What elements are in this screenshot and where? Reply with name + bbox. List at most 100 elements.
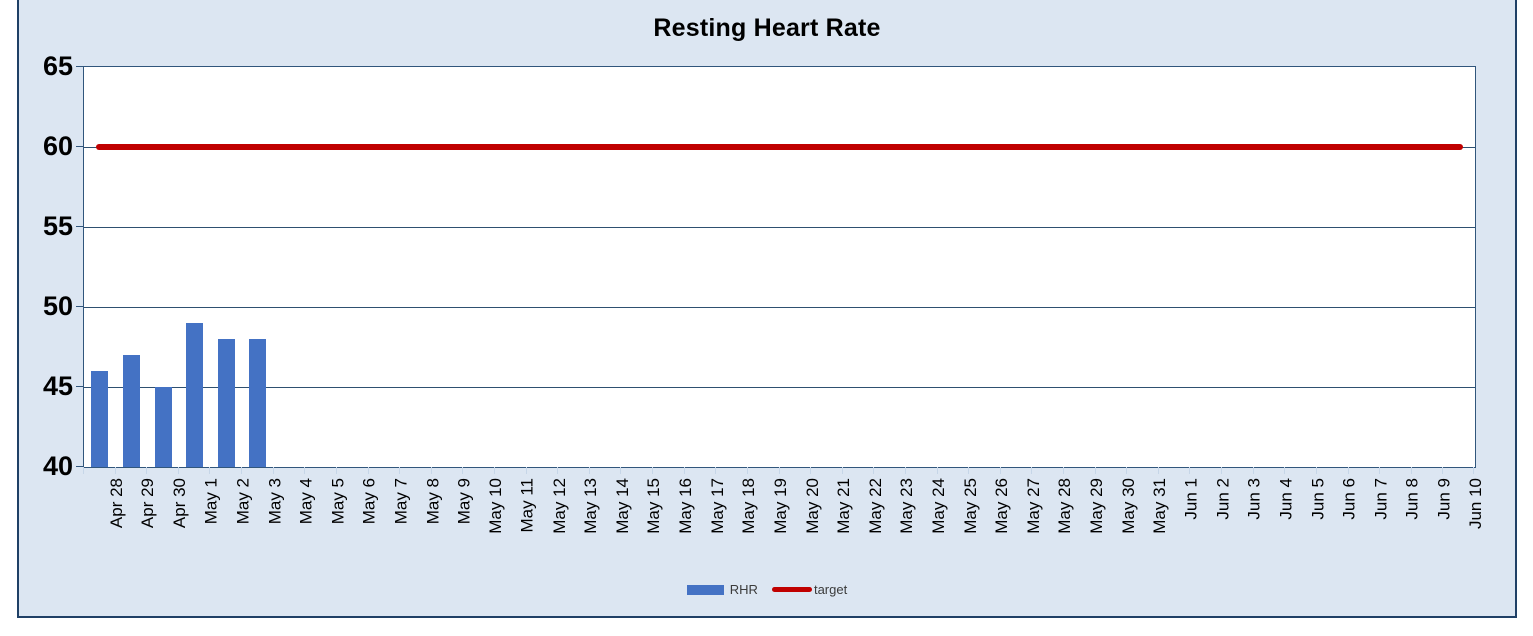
x-axis-tick xyxy=(1347,467,1349,474)
x-axis-label-may-20: May 20 xyxy=(802,478,822,534)
x-axis-tick xyxy=(746,467,748,474)
x-axis-label-may-1: May 1 xyxy=(201,478,221,525)
x-axis-label-may-3: May 3 xyxy=(264,478,284,525)
x-axis-label-jun-2: Jun 2 xyxy=(1213,478,1233,520)
y-axis-tick xyxy=(76,66,83,67)
x-axis-tick xyxy=(1284,467,1286,474)
x-axis-label-may-8: May 8 xyxy=(422,478,442,525)
x-axis-tick xyxy=(525,467,527,474)
x-axis-label-may-19: May 19 xyxy=(770,478,790,534)
x-axis-tick xyxy=(1442,467,1444,474)
chart-title: Resting Heart Rate xyxy=(653,14,881,42)
x-axis-label-jun-1: Jun 1 xyxy=(1181,478,1201,520)
legend-label-target: target xyxy=(813,582,848,597)
y-axis-tick xyxy=(76,386,83,387)
x-axis-tick xyxy=(873,467,875,474)
x-axis-label-may-6: May 6 xyxy=(359,478,379,525)
rhr-bar-may-2 xyxy=(217,339,235,467)
x-axis-tick xyxy=(683,467,685,474)
rhr-bar-may-1 xyxy=(186,323,204,467)
rhr-bar-may-3 xyxy=(249,339,267,467)
x-axis-tick xyxy=(904,467,906,474)
x-axis-label-may-10: May 10 xyxy=(486,478,506,534)
x-axis-label-jun-9: Jun 9 xyxy=(1434,478,1454,520)
y-axis-label-60: 60 xyxy=(42,131,73,161)
x-axis-tick xyxy=(1410,467,1412,474)
x-axis-tick xyxy=(588,467,590,474)
x-axis-label-may-13: May 13 xyxy=(581,478,600,534)
x-axis-label-may-2: May 2 xyxy=(233,478,253,525)
x-axis-tick xyxy=(462,467,464,474)
x-axis-label-may-26: May 26 xyxy=(991,478,1011,534)
x-axis-tick xyxy=(1189,467,1191,474)
x-axis-label-jun-4: Jun 4 xyxy=(1276,478,1296,520)
x-axis-tick xyxy=(1157,467,1159,474)
x-axis-tick xyxy=(1315,467,1317,474)
x-axis-label-may-18: May 18 xyxy=(739,478,759,534)
y-axis-tick xyxy=(76,146,83,147)
x-axis-label-jun-5: Jun 5 xyxy=(1308,478,1328,520)
x-axis-tick xyxy=(83,467,84,474)
x-axis-tick xyxy=(241,467,243,474)
x-axis-tick xyxy=(810,467,812,474)
x-axis-tick xyxy=(936,467,938,474)
x-axis-tick xyxy=(1094,467,1096,474)
legend-item-rhr: RHR xyxy=(686,582,758,597)
y-axis-label-55: 55 xyxy=(42,211,73,241)
x-axis-tick xyxy=(968,467,970,474)
x-axis-tick xyxy=(1221,467,1223,474)
x-axis-tick xyxy=(841,467,843,474)
legend: RHR target xyxy=(19,582,1515,597)
x-axis-tick xyxy=(1379,467,1381,474)
x-axis-tick xyxy=(620,467,622,474)
x-axis-tick xyxy=(1031,467,1033,474)
x-axis-label-may-15: May 15 xyxy=(644,478,664,534)
target-line xyxy=(95,144,1464,150)
x-axis-label-may-23: May 23 xyxy=(897,478,917,534)
x-axis-label-jun-3: Jun 3 xyxy=(1244,478,1264,520)
x-axis-label-jun-8: Jun 8 xyxy=(1402,478,1422,520)
legend-label-rhr: RHR xyxy=(729,582,758,597)
x-axis-label-may-30: May 30 xyxy=(1118,478,1138,534)
y-axis-label-40: 40 xyxy=(42,451,73,481)
x-axis-label-may-7: May 7 xyxy=(391,478,411,525)
x-axis-tick xyxy=(1473,467,1474,474)
gridline-y-45 xyxy=(84,386,1475,388)
x-axis-label-may-25: May 25 xyxy=(960,478,980,534)
x-axis-tick xyxy=(177,467,179,474)
x-axis-label-may-4: May 4 xyxy=(296,478,316,525)
x-axis-label-may-14: May 14 xyxy=(612,478,632,534)
x-axis-tick xyxy=(430,467,432,474)
x-axis-label-jun-7: Jun 7 xyxy=(1371,478,1391,520)
x-axis-tick xyxy=(399,467,401,474)
x-axis-tick xyxy=(1252,467,1254,474)
x-axis-label-apr-29: Apr 29 xyxy=(138,478,158,529)
y-axis-tick xyxy=(76,226,83,227)
gridline-y-50 xyxy=(84,306,1475,308)
x-axis-tick xyxy=(1063,467,1065,474)
x-axis-label-may-24: May 24 xyxy=(928,478,948,534)
y-axis-tick xyxy=(76,466,83,467)
x-axis-label-apr-30: Apr 30 xyxy=(170,478,190,529)
x-axis-tick xyxy=(367,467,369,474)
x-axis-label-may-9: May 9 xyxy=(454,478,474,525)
legend-swatch-target xyxy=(771,587,812,592)
x-axis-tick xyxy=(209,467,211,474)
plot-area xyxy=(83,66,1476,468)
gridline-y-55 xyxy=(84,226,1475,228)
x-axis-label-jun-6: Jun 6 xyxy=(1339,478,1359,520)
x-axis-tick xyxy=(272,467,274,474)
x-axis-tick xyxy=(652,467,654,474)
x-axis-label-may-21: May 21 xyxy=(833,478,853,534)
x-axis-tick xyxy=(715,467,717,474)
x-axis-tick xyxy=(114,467,116,474)
rhr-bar-apr-29 xyxy=(122,355,140,467)
y-axis-label-65: 65 xyxy=(42,51,73,81)
x-axis-tick xyxy=(335,467,337,474)
x-axis-label-may-5: May 5 xyxy=(328,478,348,525)
x-axis-label-may-29: May 29 xyxy=(1086,478,1106,534)
rhr-bar-apr-28 xyxy=(91,371,109,467)
rhr-bar-apr-30 xyxy=(154,387,172,467)
x-axis-label-may-16: May 16 xyxy=(675,478,695,534)
x-axis-label-may-22: May 22 xyxy=(865,478,885,534)
